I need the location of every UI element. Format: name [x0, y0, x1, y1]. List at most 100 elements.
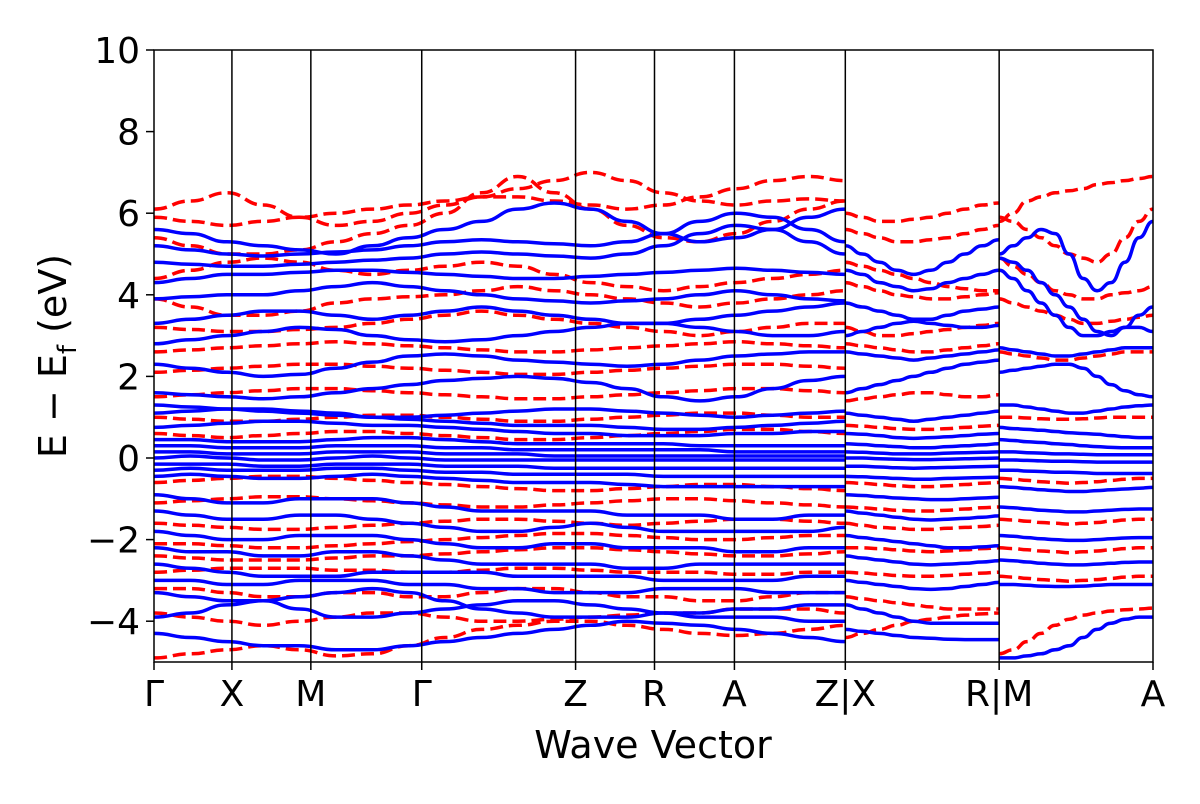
spin-down-band — [845, 390, 1000, 403]
spin-up-bands — [154, 201, 1153, 660]
spin-up-band — [845, 456, 1000, 462]
spin-up-band — [154, 586, 846, 619]
spin-down-band — [845, 546, 1000, 554]
spin-up-band — [999, 362, 1153, 399]
x-tick-label: M — [295, 674, 326, 715]
spin-up-band — [998, 268, 1153, 338]
spin-down-band — [154, 495, 846, 509]
spin-down-band — [845, 423, 1000, 432]
spin-down-band — [154, 586, 846, 603]
spin-up-band — [999, 403, 1153, 415]
spin-up-band — [845, 348, 1000, 362]
y-axis-ticks: −4 −2 0 2 4 6 8 10 — [87, 31, 154, 643]
spin-down-band — [154, 546, 846, 562]
spin-down-band — [154, 170, 846, 228]
spin-up-band — [154, 492, 846, 521]
y-tick-label: −2 — [87, 521, 140, 562]
spin-up-band — [845, 578, 1000, 592]
spin-down-band — [154, 284, 846, 317]
spin-up-band — [845, 441, 1000, 450]
x-tick-label: Z|X — [815, 674, 876, 715]
spin-up-band — [154, 466, 846, 479]
spin-up-band — [845, 431, 1000, 441]
spin-up-band — [154, 403, 846, 419]
spin-down-band — [845, 321, 1000, 338]
spin-down-band — [999, 415, 1153, 421]
spin-up-band — [999, 484, 1153, 494]
spin-down-band — [999, 207, 1153, 264]
x-tick-label: Z — [563, 674, 588, 715]
spin-up-band — [999, 437, 1153, 450]
spin-down-band — [999, 606, 1153, 656]
spin-up-band — [845, 450, 1000, 456]
spin-down-band — [845, 505, 1000, 513]
spin-down-band — [154, 256, 846, 293]
spin-up-band — [154, 266, 846, 285]
spin-up-band — [845, 492, 1000, 502]
spin-up-band — [154, 578, 846, 595]
spin-down-band — [154, 531, 846, 550]
spin-up-band — [154, 444, 846, 454]
spin-up-band — [845, 554, 1000, 567]
spin-up-band — [999, 458, 1153, 464]
x-tick-label: A — [1141, 674, 1166, 715]
x-axis-label: Wave Vector — [534, 723, 772, 767]
spin-down-band — [845, 594, 1000, 611]
spin-up-band — [845, 237, 1000, 277]
spin-down-band — [845, 342, 1000, 354]
spin-down-band — [154, 619, 846, 660]
spin-up-band — [154, 546, 846, 570]
spin-up-band — [845, 509, 1000, 522]
spin-up-band — [999, 346, 1153, 358]
spin-up-band — [845, 319, 1000, 338]
spin-down-band — [845, 201, 1000, 224]
spin-up-band — [154, 619, 846, 652]
y-tick-label: 4 — [117, 276, 140, 317]
y-axis-label-subscript: f — [53, 344, 83, 354]
spin-up-band — [154, 350, 846, 379]
spin-down-band — [998, 256, 1153, 301]
y-tick-label: 2 — [117, 357, 140, 398]
spin-up-band — [154, 374, 846, 403]
spin-down-band — [845, 223, 1000, 244]
spin-down-band — [154, 339, 846, 354]
x-tick-label: Γ — [412, 674, 432, 715]
spin-down-band — [154, 174, 846, 256]
spin-up-band — [845, 409, 1000, 424]
spin-down-band — [999, 574, 1153, 583]
spin-up-band — [154, 223, 846, 268]
spin-up-band — [845, 533, 1000, 550]
spin-down-band — [999, 546, 1153, 555]
spin-up-band — [845, 301, 1000, 322]
spin-up-band — [154, 407, 846, 432]
spin-down-band — [154, 411, 846, 424]
spin-up-band — [999, 468, 1153, 476]
spin-up-band — [999, 450, 1153, 457]
y-axis-label-unit: (eV) — [31, 254, 75, 345]
spin-down-band — [999, 297, 1153, 326]
spin-up-band — [999, 425, 1153, 440]
spin-up-band — [999, 505, 1153, 514]
spin-down-band — [154, 566, 846, 577]
spin-up-band — [845, 474, 1000, 481]
spin-up-band — [845, 268, 1000, 293]
spin-up-band — [154, 529, 846, 554]
spin-down-band — [845, 521, 1000, 532]
spin-up-band — [154, 301, 846, 326]
spin-down-band — [999, 476, 1153, 486]
spin-up-band — [845, 464, 1000, 470]
x-tick-label: A — [722, 674, 747, 715]
y-axis-label-main: E − E — [31, 354, 75, 458]
spin-down-band — [999, 350, 1153, 362]
spin-up-band — [154, 419, 846, 438]
spin-up-band — [154, 435, 846, 448]
spin-down-band — [845, 570, 1000, 579]
spin-up-band — [845, 603, 1000, 625]
spin-up-band — [154, 472, 846, 489]
spin-down-band — [154, 174, 846, 228]
y-tick-label: 0 — [117, 439, 140, 480]
y-tick-label: 10 — [94, 31, 140, 72]
